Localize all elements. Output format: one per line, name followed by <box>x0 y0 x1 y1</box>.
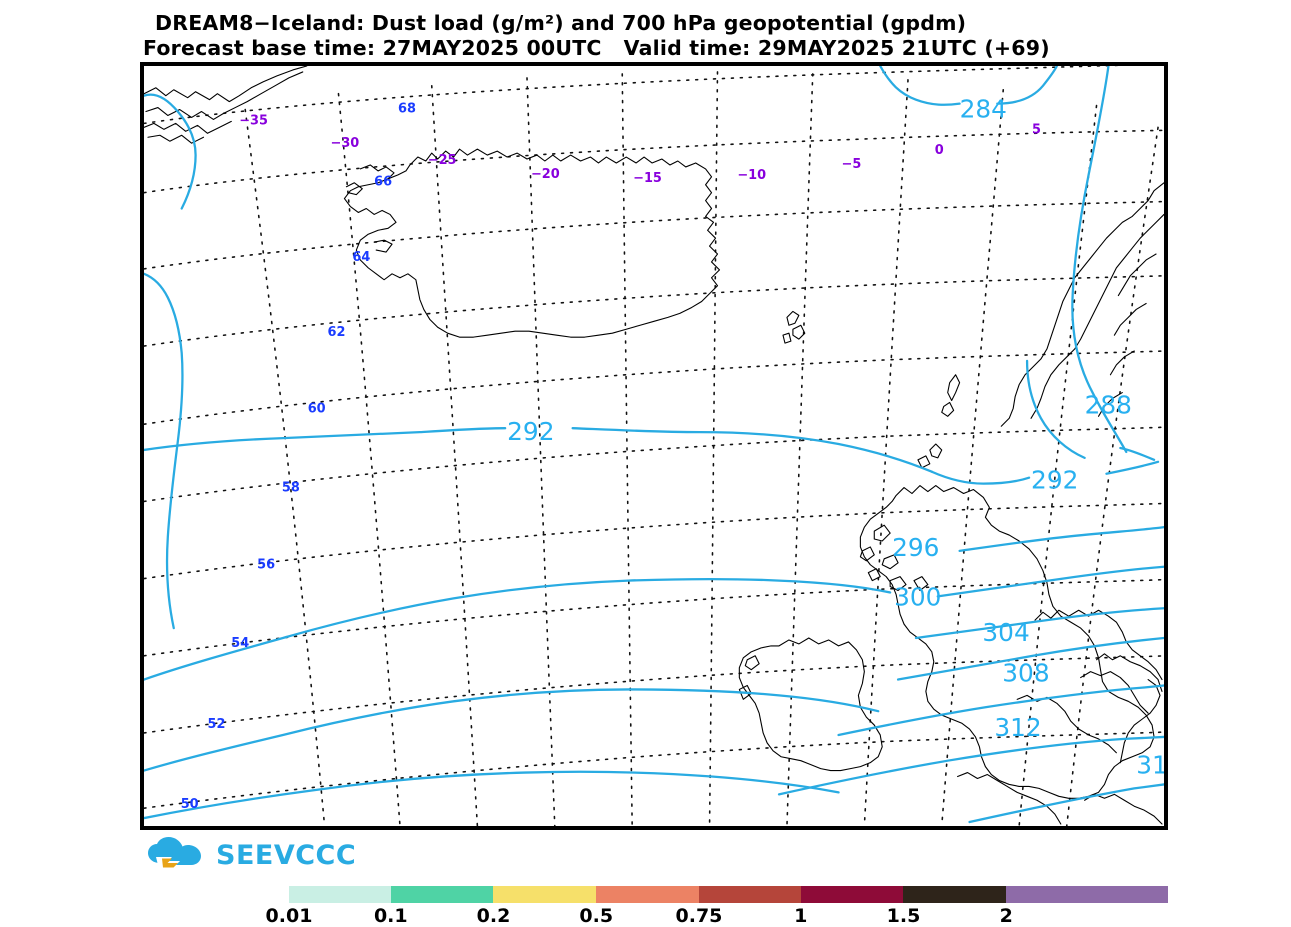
longitude-labels: −35 −30 −25 −20 −15 −10 −5 0 5 <box>239 113 1041 185</box>
shetland-orkney-coastline <box>917 374 961 469</box>
svg-text:288: 288 <box>1085 390 1132 419</box>
colorbar-segment-2 <box>390 886 494 903</box>
dust-load-colorbar: 0.01 0.1 0.2 0.5 0.75 1 1.5 2 <box>259 886 1168 927</box>
svg-text:62: 62 <box>328 325 346 340</box>
geopotential-contours <box>144 66 1164 824</box>
svg-text:64: 64 <box>352 250 370 265</box>
colorbar-segment-4 <box>596 886 699 903</box>
colorbar-tick-0.2: 0.2 <box>476 905 511 927</box>
colorbar-tick-2: 2 <box>999 905 1013 927</box>
svg-text:312: 312 <box>994 713 1041 742</box>
colorbar-segment-3 <box>493 886 597 903</box>
logo-text: SEEVCCC <box>216 839 357 871</box>
svg-text:−20: −20 <box>531 167 560 182</box>
contour-value-labels: 284 288 292 292 296 300 304 308 312 31 <box>507 94 1164 779</box>
svg-text:5: 5 <box>1032 122 1041 137</box>
svg-text:300: 300 <box>894 582 941 611</box>
colorbar-segment-5 <box>698 886 801 903</box>
seevccc-logo: SEEVCCC <box>146 836 361 874</box>
greenland-coastline <box>144 66 308 144</box>
cloud-icon <box>148 837 201 868</box>
norway-coastline <box>1000 182 1164 427</box>
forecast-time-subtitle: Forecast base time: 27MAY2025 00UTC Vali… <box>143 36 1050 60</box>
colorbar-tick-0.75: 0.75 <box>675 905 723 927</box>
colorbar-gradient <box>259 886 1168 903</box>
svg-text:−30: −30 <box>331 136 360 151</box>
svg-text:0: 0 <box>935 143 944 158</box>
svg-text:292: 292 <box>1031 466 1078 495</box>
svg-text:−5: −5 <box>842 157 862 172</box>
colorbar-tick-labels: 0.01 0.1 0.2 0.5 0.75 1 1.5 2 <box>259 905 1168 927</box>
colorbar-segment-8 <box>1006 886 1168 903</box>
svg-text:292: 292 <box>507 417 554 446</box>
map-panel[interactable]: 68 66 64 62 60 58 56 54 52 50 −35 −30 −2… <box>140 62 1168 830</box>
chart-title-block: DREAM8−Iceland: Dust load (g/m²) and 700… <box>143 11 1288 61</box>
colorbar-tick-1: 1 <box>794 905 808 927</box>
colorbar-segment-6 <box>800 886 904 903</box>
faroe-islands-coastline <box>782 310 806 344</box>
svg-text:52: 52 <box>208 717 226 732</box>
svg-text:304: 304 <box>982 618 1029 647</box>
svg-text:56: 56 <box>257 558 275 573</box>
colorbar-tick-0.5: 0.5 <box>579 905 614 927</box>
latitude-gridlines <box>144 66 1164 809</box>
iceland-coastline <box>343 148 721 338</box>
map-canvas: 68 66 64 62 60 58 56 54 52 50 −35 −30 −2… <box>144 66 1164 826</box>
svg-text:58: 58 <box>282 481 300 496</box>
svg-text:308: 308 <box>1002 659 1049 688</box>
svg-text:31: 31 <box>1136 751 1164 780</box>
colorbar-segment-0 <box>259 886 289 903</box>
svg-text:−35: −35 <box>239 113 268 128</box>
colorbar-tick-1.5: 1.5 <box>886 905 921 927</box>
svg-text:296: 296 <box>892 533 939 562</box>
svg-text:50: 50 <box>181 797 199 812</box>
svg-text:284: 284 <box>960 94 1007 123</box>
svg-text:−25: −25 <box>428 153 457 168</box>
svg-text:−10: −10 <box>737 168 766 183</box>
page-title: DREAM8−Iceland: Dust load (g/m²) and 700… <box>155 11 967 35</box>
svg-text:−15: −15 <box>633 171 662 186</box>
svg-text:68: 68 <box>398 102 416 117</box>
svg-text:54: 54 <box>231 636 249 651</box>
svg-text:60: 60 <box>308 401 326 416</box>
ireland-coastline <box>738 637 883 772</box>
colorbar-segment-7 <box>903 886 1007 903</box>
latitude-labels: 68 66 64 62 60 58 56 54 52 50 <box>181 102 416 813</box>
colorbar-segment-1 <box>288 886 391 903</box>
svg-text:66: 66 <box>374 175 392 190</box>
colorbar-tick-0.01: 0.01 <box>265 905 313 927</box>
colorbar-tick-0.1: 0.1 <box>373 905 408 927</box>
